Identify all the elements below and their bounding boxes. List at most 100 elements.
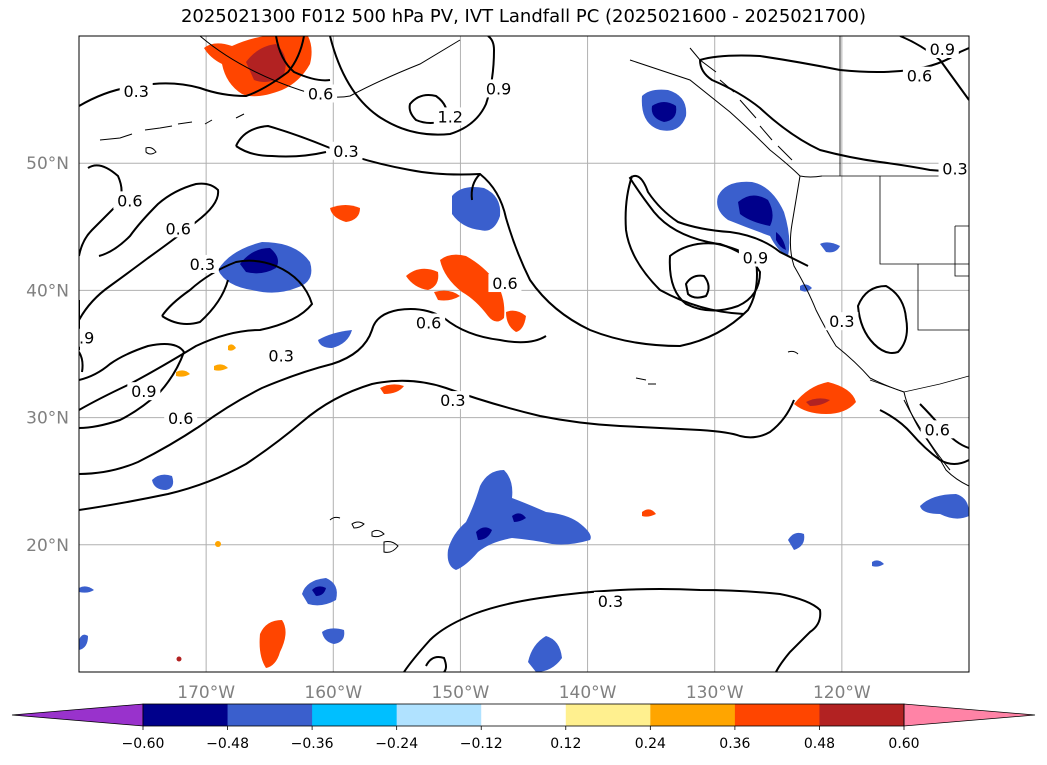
svg-text:0.3: 0.3	[598, 592, 623, 611]
lat-tick-label: 30°N	[26, 409, 69, 429]
contour-label: 0.3	[119, 81, 153, 101]
contour-label: 0.9	[79, 328, 99, 348]
contour-label: 0.9	[482, 79, 516, 98]
border-us-mexico	[869, 375, 969, 393]
map-background	[79, 36, 969, 672]
svg-text:1.2: 1.2	[438, 107, 463, 126]
contour-label: 0.9	[127, 382, 161, 401]
longitude-labels: 170°W 160°W 150°W 140°W 130°W 120°W	[177, 683, 871, 703]
svg-text:0.3: 0.3	[942, 160, 967, 179]
colorbar-tick-label: 0.24	[635, 736, 666, 752]
contour-label: 0.6	[304, 84, 338, 104]
latitude-labels: 50°N 40°N 30°N 20°N	[26, 154, 69, 556]
svg-text:0.6: 0.6	[492, 274, 517, 293]
contour-0.9-ne	[899, 36, 969, 101]
negative-blob-gulf-alaska	[641, 89, 687, 131]
coast-alaska	[199, 36, 461, 98]
svg-text:0.9: 0.9	[930, 40, 955, 59]
positive-blob-small-2	[380, 384, 404, 394]
svg-text:0.6: 0.6	[168, 409, 193, 428]
contour-label: 0.3	[593, 592, 627, 611]
lon-tick-label: 170°W	[177, 683, 235, 703]
svg-text:0.3: 0.3	[123, 82, 148, 101]
lon-tick-label: 160°W	[304, 683, 362, 703]
negative-blob-small-1	[318, 330, 352, 348]
colorbar-bin	[734, 704, 820, 726]
svg-text:0.3: 0.3	[268, 347, 293, 366]
negative-blob-small-5	[528, 636, 562, 672]
lon-tick-label: 120°W	[813, 683, 871, 703]
contour-0.9-north	[329, 36, 496, 136]
colorbar-bin	[650, 704, 736, 726]
negative-blob-small-6	[788, 532, 805, 550]
colorbar-tick-label: 0.60	[888, 736, 919, 752]
negative-blob-baja	[920, 494, 969, 519]
svg-text:0.6: 0.6	[907, 67, 932, 86]
negative-blob-small-2	[152, 474, 174, 490]
negative-blob-small-4	[322, 628, 345, 644]
svg-text:0.3: 0.3	[440, 391, 465, 410]
contour-0.6-west-south	[79, 308, 547, 475]
svg-text:0.3: 0.3	[829, 312, 854, 331]
contour-0.6-canada	[699, 47, 969, 73]
svg-text:0.3: 0.3	[333, 142, 358, 161]
svg-text:0.6: 0.6	[416, 313, 441, 332]
lat-tick-label: 20°N	[26, 536, 69, 556]
colorbar-extend-min	[11, 703, 144, 727]
colorbar-tick-label: −0.12	[460, 736, 503, 752]
svg-text:0.6: 0.6	[165, 219, 190, 238]
svg-text:0.6: 0.6	[924, 420, 949, 439]
colorbar-bin	[396, 704, 482, 726]
contour-label: 0.6	[161, 219, 195, 238]
contour-label: 0.3	[825, 312, 859, 331]
positive-blob-socal	[794, 382, 856, 414]
contour-label: 0.6	[920, 420, 954, 439]
negative-blob-subtropical	[447, 470, 591, 570]
negative-blob-pnw	[717, 181, 790, 256]
colorbar-bin	[143, 704, 229, 726]
colorbar-tick-label: −0.36	[291, 736, 334, 752]
svg-text:0.9: 0.9	[486, 79, 511, 98]
colorbar-bin	[565, 704, 651, 726]
contour-0.6-north	[275, 36, 331, 82]
contour-label: 0.6	[113, 191, 147, 210]
coast-bc	[629, 59, 823, 178]
contour-label: 0.9	[925, 39, 959, 59]
colorbar-tick-label: 0.12	[550, 736, 581, 752]
contour-label: 0.6	[164, 408, 198, 428]
contour-0.3-west	[79, 259, 314, 411]
colorbar-tick-label: 0.36	[719, 736, 750, 752]
coast-us-west	[789, 175, 905, 393]
contour-0.6-mexico	[879, 409, 969, 465]
svg-text:0.6: 0.6	[117, 191, 142, 210]
contour-label: 0.3	[264, 346, 298, 366]
contour-0.3-central	[235, 124, 809, 348]
contour-label: 0.3	[436, 391, 470, 410]
contour-label: 0.9	[738, 248, 772, 268]
colorbar-tick-label: −0.48	[206, 736, 249, 752]
contour-0.3-south	[403, 588, 822, 672]
colorbar-bin	[819, 704, 905, 726]
colorbar-tick-label: 0.48	[804, 736, 835, 752]
negative-blob-central	[452, 187, 501, 231]
positive-blob-small-3	[259, 620, 286, 668]
colorbar-tick-label: −0.60	[122, 736, 165, 752]
positive-blob-central	[406, 254, 526, 332]
lat-tick-label: 50°N	[26, 154, 69, 174]
contour-label: 0.3	[329, 141, 363, 161]
svg-text:0.9: 0.9	[743, 249, 768, 268]
contour-0.9-central	[668, 242, 762, 312]
lon-tick-label: 140°W	[559, 683, 617, 703]
colorbar: −0.60 −0.48 −0.36 −0.24 −0.12 0.12 0.24 0.36 0.4…	[11, 703, 1036, 752]
aleutian-islands	[99, 113, 245, 141]
contour-label: 0.3	[938, 159, 969, 179]
colorbar-bin	[481, 704, 567, 726]
lat-tick-label: 40°N	[26, 281, 69, 301]
contour-labels: 0.3 0.6 0.9 1.2 0.3 0.6 0.6 0.3 0.9 0.6 0.6 0.3 0.9 0…	[79, 39, 969, 611]
map-layers: 0.3 0.6 0.9 1.2 0.3 0.6 0.6 0.3 0.9 0.6 0.6 0.3 0.9 0…	[79, 36, 969, 672]
contour-label: 0.6	[412, 313, 446, 332]
colorbar-extend-max	[903, 703, 1036, 727]
contour-label: 0.6	[488, 274, 522, 293]
colorbar-tick-label: −0.24	[375, 736, 418, 752]
